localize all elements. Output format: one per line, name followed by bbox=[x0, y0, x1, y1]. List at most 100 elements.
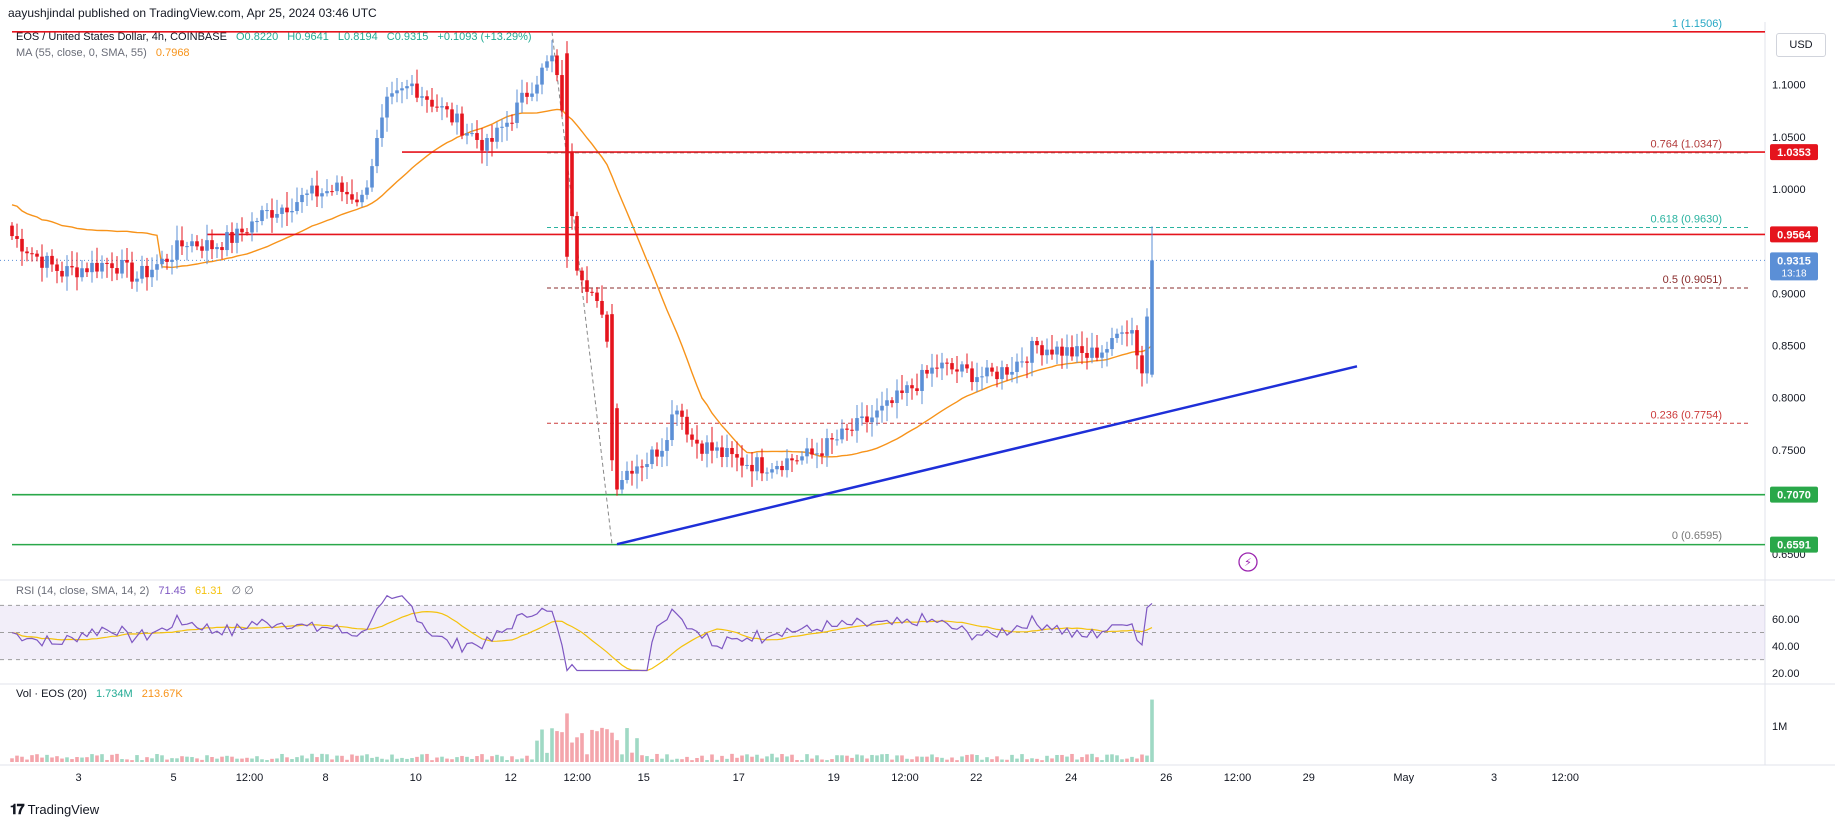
volume-bar bbox=[980, 759, 984, 762]
candle-body bbox=[1040, 345, 1044, 356]
volume-bar bbox=[40, 757, 44, 762]
candle-body bbox=[500, 126, 504, 128]
volume-bar bbox=[60, 758, 64, 762]
candle-body bbox=[730, 447, 734, 455]
volume-bar bbox=[850, 757, 854, 762]
volume-bar bbox=[730, 753, 734, 762]
candle-body bbox=[1065, 347, 1069, 356]
volume-bar bbox=[990, 759, 994, 762]
candle-body bbox=[60, 270, 64, 277]
volume-bar bbox=[955, 760, 959, 762]
candle-body bbox=[75, 267, 79, 278]
rsi-label: RSI (14, close, SMA, 14, 2) bbox=[16, 585, 150, 597]
candle-body bbox=[55, 264, 59, 271]
candle-body bbox=[1025, 361, 1029, 363]
volume-bar bbox=[510, 756, 514, 762]
volume-bar bbox=[315, 757, 319, 762]
volume-bar bbox=[275, 758, 279, 762]
volume-bar bbox=[1035, 758, 1039, 762]
candle-body bbox=[335, 182, 339, 192]
candle-body bbox=[485, 137, 489, 151]
candle-body bbox=[605, 314, 609, 342]
volume-bar bbox=[90, 754, 94, 762]
volume-bar bbox=[1030, 758, 1034, 762]
candle-body bbox=[800, 456, 804, 461]
volume-bar bbox=[55, 756, 59, 762]
time-tick-label: 17 bbox=[733, 772, 745, 784]
candle-body bbox=[655, 449, 659, 457]
candle-body bbox=[620, 480, 624, 490]
volume-bar bbox=[945, 759, 949, 762]
candle-body bbox=[955, 369, 959, 372]
volume-bar bbox=[855, 754, 859, 762]
candle-body bbox=[450, 109, 454, 123]
candle-body bbox=[190, 241, 194, 247]
candle-body bbox=[300, 194, 304, 203]
volume-bar bbox=[1150, 699, 1154, 762]
volume-bar bbox=[180, 756, 184, 762]
candle-body bbox=[865, 416, 869, 423]
candle-body bbox=[830, 438, 834, 440]
candle-body bbox=[155, 264, 159, 270]
time-tick-label: 12:00 bbox=[1224, 772, 1252, 784]
rsi-legend: RSI (14, close, SMA, 14, 2) 71.45 61.31 … bbox=[16, 584, 260, 597]
volume-bar bbox=[660, 758, 664, 762]
candle-body bbox=[610, 314, 614, 461]
candle-body bbox=[375, 138, 379, 167]
time-tick-label: 12:00 bbox=[236, 772, 264, 784]
lightning-event-icon[interactable] bbox=[1238, 552, 1258, 572]
volume-bar bbox=[360, 755, 364, 762]
candle-body bbox=[840, 428, 844, 440]
volume-bar bbox=[610, 732, 614, 762]
currency-button[interactable]: USD bbox=[1776, 33, 1826, 57]
rsi-extra: ∅ ∅ bbox=[231, 585, 254, 597]
volume-bar bbox=[470, 758, 474, 762]
candle-body bbox=[960, 364, 964, 372]
candle-body bbox=[745, 464, 749, 466]
volume-bar bbox=[125, 759, 129, 762]
fib-level-label: 0 (0.6595) bbox=[1672, 530, 1722, 542]
volume-bar bbox=[810, 758, 814, 762]
ascending-trendline[interactable] bbox=[616, 365, 1358, 546]
candle-body bbox=[290, 211, 294, 213]
candle-body bbox=[165, 258, 169, 262]
volume-bar bbox=[1135, 758, 1139, 762]
candle-body bbox=[710, 442, 714, 451]
volume-bar bbox=[1075, 759, 1079, 762]
volume-bar bbox=[300, 755, 304, 762]
volume-bar bbox=[580, 733, 584, 762]
volume-bar bbox=[630, 752, 634, 762]
candle-body bbox=[670, 414, 674, 441]
candle-body bbox=[945, 362, 949, 364]
volume-bar bbox=[595, 731, 599, 762]
candle-body bbox=[975, 377, 979, 383]
volume-bar bbox=[720, 755, 724, 762]
volume-bar bbox=[370, 757, 374, 762]
volume-bar bbox=[1045, 755, 1049, 762]
candle-body bbox=[965, 364, 969, 369]
volume-bar bbox=[415, 756, 419, 762]
volume-bar bbox=[350, 754, 354, 762]
candle-body bbox=[85, 268, 89, 273]
candle-body bbox=[50, 255, 54, 265]
candle-body bbox=[255, 221, 259, 223]
volume-bar bbox=[450, 759, 454, 762]
volume-bar bbox=[1105, 754, 1109, 762]
volume-bar bbox=[505, 760, 509, 762]
candle-body bbox=[215, 247, 219, 250]
tradingview-brand[interactable]: 𝟏𝟕 TradingView bbox=[10, 801, 99, 818]
volume-bar bbox=[105, 759, 109, 762]
candle-body bbox=[1085, 352, 1089, 358]
time-tick-label: 19 bbox=[828, 772, 840, 784]
volume-bar bbox=[155, 754, 159, 762]
volume-bar bbox=[45, 754, 49, 762]
fib-level-label: 0.5 (0.9051) bbox=[1663, 274, 1722, 286]
volume-bar bbox=[920, 756, 924, 762]
rsi-ma-line bbox=[11, 610, 1153, 672]
price-chart[interactable]: 60.00 40.00 20.00 1M 1 (1.1506) 0.764 (1.03… bbox=[0, 0, 1835, 790]
candle-body bbox=[315, 185, 319, 197]
volume-bar bbox=[625, 728, 629, 762]
candle-body bbox=[30, 253, 34, 255]
high-value: H0.9641 bbox=[287, 31, 329, 43]
candle-body bbox=[310, 185, 314, 194]
